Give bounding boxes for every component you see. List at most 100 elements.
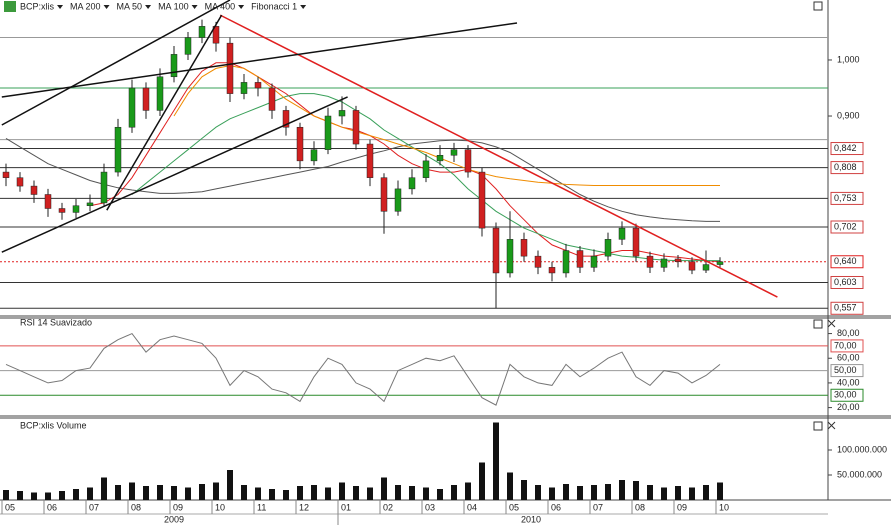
y-tick-label: 20,00 — [837, 402, 860, 412]
year-label: 2010 — [521, 514, 541, 524]
y-tick-label: 80,00 — [837, 328, 860, 338]
maximize-button[interactable] — [813, 1, 823, 11]
level-label: 0,640 — [834, 256, 857, 266]
volume-bar — [171, 486, 177, 500]
level-label: 0,557 — [834, 303, 857, 313]
candle-body — [58, 208, 66, 213]
legend-dropdown[interactable] — [57, 5, 64, 9]
candle-body — [198, 26, 206, 38]
legend-entry[interactable]: MA 50 — [117, 1, 143, 11]
candle-body — [562, 250, 570, 274]
candle-body — [2, 171, 10, 178]
level-label-box — [830, 275, 864, 289]
volume-bar — [465, 482, 471, 500]
candle-body — [520, 239, 528, 257]
volume-bar — [185, 487, 191, 500]
candle-body — [86, 202, 94, 206]
moving-average — [89, 62, 721, 263]
candle-body — [254, 82, 262, 89]
candle-body — [716, 261, 724, 265]
candle-body — [142, 87, 150, 111]
legend-entry[interactable]: BCP:xlis — [20, 1, 55, 11]
legend-dropdown[interactable] — [191, 5, 198, 9]
legend-entry[interactable]: Fibonacci 1 — [251, 1, 297, 11]
rsi-line — [5, 332, 721, 406]
close-button[interactable] — [827, 319, 836, 328]
candle-body — [604, 239, 612, 257]
x-tick-label: 09 — [173, 502, 183, 512]
candle-body — [338, 110, 346, 117]
candle-body — [352, 110, 360, 145]
level-label: 0,842 — [834, 143, 857, 153]
volume-bar — [311, 485, 317, 500]
volume-bar — [591, 485, 597, 500]
volume-bar — [521, 480, 527, 500]
moving-average — [173, 65, 720, 186]
candle-body — [170, 54, 178, 78]
level-label-box — [830, 339, 864, 353]
year-label: 2009 — [164, 514, 184, 524]
volume-bar — [353, 486, 359, 500]
y-tick-label: 100.000.000 — [837, 444, 887, 454]
candle-body — [100, 171, 108, 204]
legend-dropdown[interactable] — [238, 5, 245, 9]
volume-bar — [703, 485, 709, 500]
candle-body — [212, 26, 220, 44]
candle-body — [632, 227, 640, 257]
x-tick-label: 12 — [299, 502, 309, 512]
x-tick-label: 10 — [215, 502, 225, 512]
trendline — [1, 0, 231, 126]
maximize-button[interactable] — [813, 319, 823, 329]
candle-body — [646, 255, 654, 268]
volume-bar — [367, 487, 373, 500]
volume-bar — [661, 487, 667, 500]
candle-body — [268, 87, 276, 111]
volume-bar — [269, 489, 275, 500]
volume-bar — [619, 480, 625, 500]
volume-bar — [647, 485, 653, 500]
volume-bar — [563, 484, 569, 500]
x-tick-label: 07 — [593, 502, 603, 512]
candle-body — [534, 255, 542, 268]
level-label: 30,00 — [834, 390, 857, 400]
volume-bar — [101, 477, 107, 500]
candle-body — [240, 82, 248, 94]
volume-bar — [17, 491, 23, 500]
volume-bar — [339, 482, 345, 500]
candle-body — [128, 87, 136, 128]
candle-body — [226, 42, 234, 94]
legend-entry[interactable]: MA 400 — [205, 1, 236, 11]
y-tick-label: 40,00 — [837, 377, 860, 387]
volume-bar — [689, 487, 695, 500]
candle-body — [674, 258, 682, 263]
x-tick-label: 06 — [551, 502, 561, 512]
close-button[interactable] — [827, 421, 836, 430]
y-tick-label: 0,900 — [837, 110, 860, 120]
volume-bar — [381, 477, 387, 500]
trendline — [219, 14, 778, 298]
level-label-box — [830, 255, 864, 269]
legend-dropdown[interactable] — [145, 5, 152, 9]
maximize-button[interactable] — [813, 421, 823, 431]
legend-entry[interactable]: MA 200 — [70, 1, 101, 11]
legend-entry[interactable]: MA 100 — [158, 1, 189, 11]
candle-body — [478, 171, 486, 229]
candle-body — [296, 126, 304, 162]
volume-bar — [213, 482, 219, 500]
candle-body — [702, 264, 710, 271]
candle-body — [156, 76, 164, 111]
candle-body — [660, 258, 668, 268]
level-label: 0,603 — [834, 277, 857, 287]
level-label-box — [830, 364, 864, 378]
volume-bar — [297, 486, 303, 500]
volume-bar — [227, 470, 233, 500]
level-label: 70,00 — [834, 340, 857, 350]
legend-dropdown[interactable] — [300, 5, 307, 9]
trendline — [106, 14, 223, 211]
level-label: 0,702 — [834, 221, 857, 231]
volume-bar — [479, 462, 485, 500]
x-tick-label: 10 — [719, 502, 729, 512]
legend-dropdown[interactable] — [103, 5, 110, 9]
level-label: 50,00 — [834, 365, 857, 375]
